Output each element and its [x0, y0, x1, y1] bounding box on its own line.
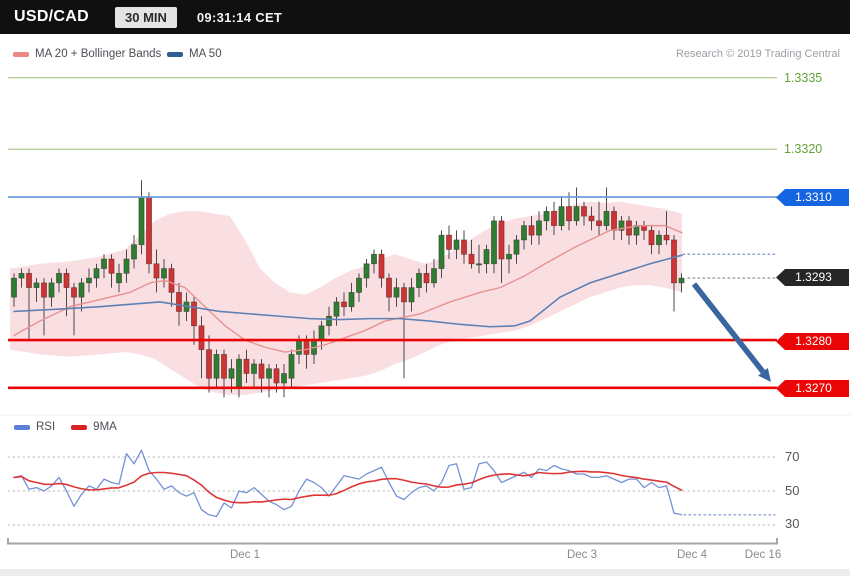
rsi-scale-50: 50	[785, 483, 800, 498]
bottom-strip	[0, 569, 850, 576]
trend-arrow	[691, 282, 771, 382]
timestamp: 09:31:14 CET	[196, 9, 283, 25]
dotted-leaders	[682, 253, 778, 279]
level-label-13320: 1.3320	[784, 142, 823, 156]
header-bar: USD/CAD 30 MIN 09:31:14 CET	[0, 0, 850, 34]
rsi-gridlines	[7, 456, 778, 526]
rsi-ma-label: 9MA	[93, 421, 117, 433]
x-label-dec4: Dec 4	[676, 549, 708, 561]
rsi-ma-line	[13, 470, 683, 504]
rsi-swatch	[14, 424, 30, 430]
level-badge-13310: 1.3310	[776, 189, 849, 206]
ma50-line	[13, 254, 683, 328]
last-price-badge: 1.3293	[776, 269, 849, 286]
instrument-title: USD/CAD	[14, 8, 89, 25]
bollinger-band-area	[10, 201, 682, 395]
price-levels	[8, 77, 777, 390]
rsi-legend-row: RSI 9MA	[14, 421, 133, 433]
rsi-scale-70: 70	[785, 449, 800, 464]
rsi-line	[13, 449, 683, 518]
ma50-swatch	[167, 51, 183, 57]
ma50-label: MA 50	[189, 48, 222, 60]
level-label-13335: 1.3335	[784, 71, 823, 85]
rsi-ma-swatch	[71, 424, 88, 430]
legend-item-ma50: MA 50	[167, 48, 222, 60]
x-label-dec3: Dec 3	[566, 549, 598, 561]
research-watermark: Research © 2019 Trading Central	[675, 48, 840, 60]
x-label-dec16: Dec 16	[744, 549, 782, 561]
level-badge-13280: 1.3280	[776, 333, 849, 350]
ma20-bollinger-label: MA 20 + Bollinger Bands	[35, 48, 162, 60]
legend-item-ma20-bollinger: MA 20 + Bollinger Bands	[13, 48, 161, 60]
level-badge-13270: 1.3270	[776, 380, 849, 397]
ma20-line	[13, 224, 683, 353]
x-axis	[7, 538, 778, 545]
main-legend-row: MA 20 + Bollinger Bands MA 50 Research ©…	[0, 34, 850, 70]
rsi-label: RSI	[36, 421, 56, 433]
rsi-scale-30: 30	[785, 516, 800, 531]
timeframe-chip: 30 MIN	[115, 6, 177, 28]
ma20-bollinger-swatch	[13, 51, 29, 57]
candlestick-series	[11, 180, 685, 398]
x-label-dec1: Dec 1	[229, 549, 261, 561]
